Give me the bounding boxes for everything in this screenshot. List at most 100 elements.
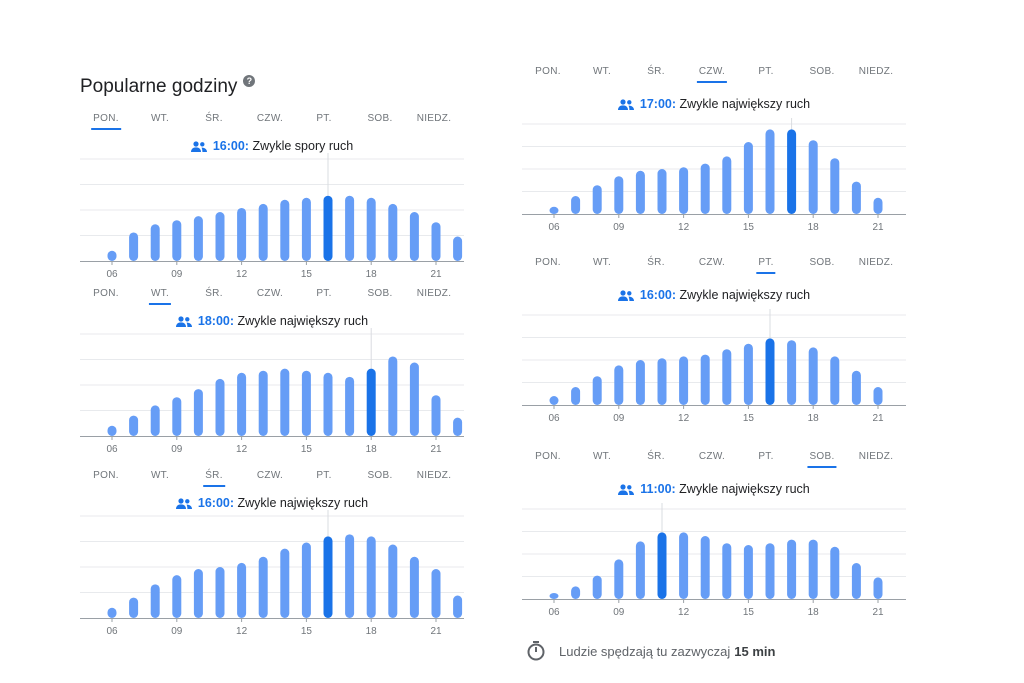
busyness-bar[interactable] bbox=[830, 546, 840, 599]
busyness-bar[interactable] bbox=[808, 539, 818, 599]
busyness-bar[interactable] bbox=[851, 370, 861, 405]
busyness-bar[interactable] bbox=[873, 197, 883, 214]
day-tab-6[interactable]: NIEDZ. bbox=[858, 66, 894, 77]
busyness-bar[interactable] bbox=[107, 425, 117, 436]
busyness-bar[interactable] bbox=[215, 378, 225, 436]
busyness-bar[interactable] bbox=[808, 347, 818, 405]
busyness-bar[interactable] bbox=[787, 129, 797, 214]
busyness-bar[interactable] bbox=[323, 536, 333, 618]
day-tab-2[interactable]: ŚR. bbox=[205, 288, 223, 299]
busyness-bar[interactable] bbox=[237, 562, 247, 618]
busyness-bar[interactable] bbox=[592, 185, 602, 214]
busyness-bar[interactable] bbox=[614, 365, 624, 405]
busyness-bar[interactable] bbox=[150, 224, 160, 261]
day-tab-5[interactable]: SOB. bbox=[807, 451, 837, 468]
busyness-bar[interactable] bbox=[787, 340, 797, 405]
day-tab-6[interactable]: NIEDZ. bbox=[416, 470, 452, 481]
day-tab-4[interactable]: PT. bbox=[756, 257, 777, 274]
busyness-bar[interactable] bbox=[107, 250, 117, 261]
busyness-bar[interactable] bbox=[388, 203, 398, 261]
busyness-bar[interactable] bbox=[431, 395, 441, 436]
busyness-bar[interactable] bbox=[431, 222, 441, 261]
busyness-bar[interactable] bbox=[323, 372, 333, 436]
busyness-bar[interactable] bbox=[215, 212, 225, 261]
busyness-bar[interactable] bbox=[657, 169, 667, 214]
busyness-bar[interactable] bbox=[345, 376, 355, 436]
day-tab-0[interactable]: PON. bbox=[93, 288, 119, 299]
busyness-bar[interactable] bbox=[851, 563, 861, 599]
day-tab-2[interactable]: ŚR. bbox=[647, 66, 665, 77]
busyness-bar[interactable] bbox=[237, 372, 247, 436]
busyness-bar[interactable] bbox=[592, 575, 602, 599]
busyness-bar[interactable] bbox=[743, 142, 753, 214]
day-tab-1[interactable]: WT. bbox=[592, 66, 612, 77]
busyness-bar[interactable] bbox=[453, 595, 463, 618]
busyness-bar[interactable] bbox=[258, 370, 268, 436]
day-tab-5[interactable]: SOB. bbox=[809, 66, 835, 77]
day-tab-0[interactable]: PON. bbox=[535, 257, 561, 268]
busyness-bar[interactable] bbox=[635, 541, 645, 599]
day-tab-4[interactable]: PT. bbox=[316, 113, 332, 124]
busyness-bar[interactable] bbox=[431, 569, 441, 618]
busyness-bar[interactable] bbox=[765, 543, 775, 599]
busyness-bar[interactable] bbox=[388, 544, 398, 618]
busyness-bar[interactable] bbox=[215, 567, 225, 618]
busyness-bar[interactable] bbox=[635, 170, 645, 214]
busyness-bar[interactable] bbox=[851, 181, 861, 214]
day-tab-0[interactable]: PON. bbox=[93, 470, 119, 481]
day-tab-2[interactable]: ŚR. bbox=[203, 470, 225, 487]
busyness-bar[interactable] bbox=[679, 167, 689, 214]
busyness-bar[interactable] bbox=[765, 338, 775, 405]
busyness-bar[interactable] bbox=[830, 158, 840, 214]
busyness-bar[interactable] bbox=[657, 358, 667, 405]
day-tab-3[interactable]: CZW. bbox=[256, 113, 284, 124]
busyness-bar[interactable] bbox=[172, 220, 182, 261]
busyness-bar[interactable] bbox=[280, 548, 290, 618]
day-tab-6[interactable]: NIEDZ. bbox=[416, 113, 452, 124]
day-tab-3[interactable]: CZW. bbox=[698, 257, 726, 268]
day-tab-4[interactable]: PT. bbox=[758, 451, 774, 462]
busyness-bar[interactable] bbox=[193, 216, 203, 261]
busyness-bar[interactable] bbox=[743, 343, 753, 405]
busyness-bar[interactable] bbox=[830, 356, 840, 405]
busyness-bar[interactable] bbox=[107, 607, 117, 618]
busyness-bar[interactable] bbox=[129, 232, 139, 261]
busyness-bar[interactable] bbox=[258, 556, 268, 618]
busyness-bar[interactable] bbox=[193, 389, 203, 436]
day-tab-6[interactable]: NIEDZ. bbox=[858, 257, 894, 268]
day-tab-3[interactable]: CZW. bbox=[256, 470, 284, 481]
busyness-bar[interactable] bbox=[765, 129, 775, 214]
day-tab-2[interactable]: ŚR. bbox=[647, 257, 665, 268]
busyness-bar[interactable] bbox=[453, 236, 463, 261]
busyness-bar[interactable] bbox=[280, 368, 290, 436]
busyness-bar[interactable] bbox=[301, 370, 311, 436]
day-tab-2[interactable]: ŚR. bbox=[647, 451, 665, 462]
busyness-bar[interactable] bbox=[679, 356, 689, 405]
busyness-bar[interactable] bbox=[549, 206, 559, 214]
busyness-bar[interactable] bbox=[700, 536, 710, 599]
busyness-bar[interactable] bbox=[657, 532, 667, 599]
busyness-bar[interactable] bbox=[366, 536, 376, 618]
day-tab-6[interactable]: NIEDZ. bbox=[416, 288, 452, 299]
busyness-bar[interactable] bbox=[193, 569, 203, 618]
day-tab-1[interactable]: WT. bbox=[148, 288, 172, 305]
busyness-bar[interactable] bbox=[700, 163, 710, 214]
busyness-bar[interactable] bbox=[258, 203, 268, 261]
day-tab-4[interactable]: PT. bbox=[316, 288, 332, 299]
day-tab-5[interactable]: SOB. bbox=[367, 288, 393, 299]
day-tab-1[interactable]: WT. bbox=[592, 257, 612, 268]
busyness-bar[interactable] bbox=[301, 197, 311, 261]
busyness-bar[interactable] bbox=[172, 397, 182, 436]
day-tab-3[interactable]: CZW. bbox=[256, 288, 284, 299]
busyness-bar[interactable] bbox=[614, 559, 624, 599]
day-tab-5[interactable]: SOB. bbox=[809, 257, 835, 268]
busyness-bar[interactable] bbox=[129, 415, 139, 436]
busyness-bar[interactable] bbox=[592, 376, 602, 405]
busyness-bar[interactable] bbox=[614, 176, 624, 214]
busyness-bar[interactable] bbox=[722, 156, 732, 214]
day-tab-2[interactable]: ŚR. bbox=[205, 113, 223, 124]
day-tab-3[interactable]: CZW. bbox=[698, 451, 726, 462]
busyness-bar[interactable] bbox=[301, 542, 311, 618]
busyness-bar[interactable] bbox=[280, 199, 290, 261]
busyness-bar[interactable] bbox=[409, 362, 419, 436]
